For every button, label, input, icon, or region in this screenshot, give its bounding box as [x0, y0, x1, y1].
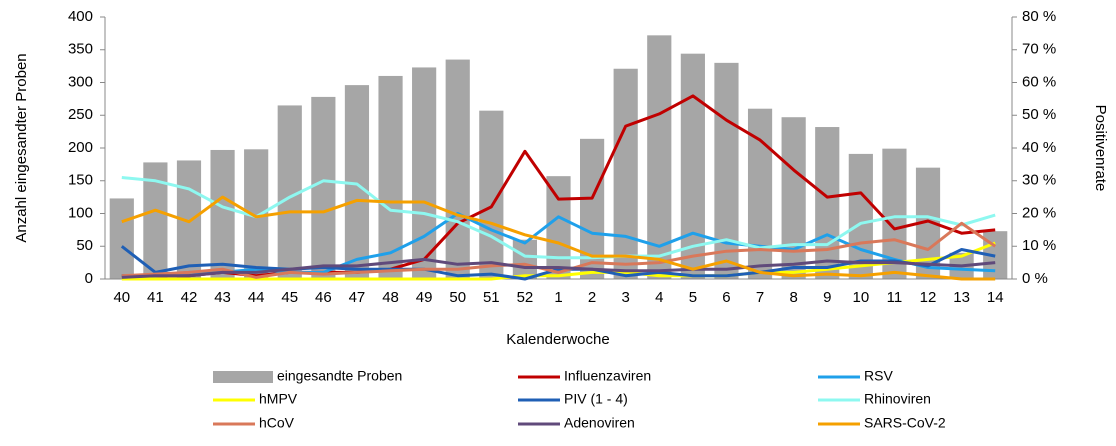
bar — [613, 68, 638, 280]
bar — [781, 117, 806, 279]
bar — [512, 239, 538, 279]
line — [121, 221, 997, 279]
bar — [647, 35, 672, 280]
y2-tick-label: 60 % — [1022, 73, 1056, 90]
y-tick-label: 0 — [85, 270, 93, 287]
bar — [546, 176, 571, 279]
y2-tick-label: 40 % — [1022, 139, 1056, 156]
legend-label: hMPV — [259, 391, 298, 407]
x-tick-label: 3 — [622, 289, 630, 306]
y-tick-label: 350 — [68, 41, 93, 58]
bar — [412, 67, 437, 279]
bar — [680, 53, 705, 280]
x-tick-label: 13 — [953, 289, 970, 306]
x-tick-label: 49 — [416, 289, 433, 306]
x-tick-label: 50 — [449, 289, 466, 306]
y2-tick-label: 50 % — [1022, 106, 1056, 123]
x-tick-label: 5 — [689, 289, 697, 306]
y2-tick-label: 10 % — [1022, 237, 1056, 254]
x-tick-label: 48 — [382, 289, 399, 306]
x-tick-label: 4 — [655, 289, 663, 306]
bar — [815, 127, 840, 279]
y-tick-label: 250 — [68, 106, 93, 123]
line — [121, 176, 996, 260]
legend-label: PIV (1 - 4) — [564, 391, 628, 407]
x-tick-label: 47 — [349, 289, 366, 306]
y2-tick-label: 0 % — [1022, 270, 1048, 287]
legend-label: RSV — [864, 368, 893, 384]
x-tick-label: 11 — [887, 289, 903, 306]
legend-label: Influenzaviren — [564, 368, 651, 384]
x-tick-label: 1 — [554, 289, 562, 306]
line — [121, 241, 996, 281]
line — [121, 195, 996, 281]
x-tick-label: 8 — [789, 289, 797, 306]
x-tick-label: 42 — [181, 289, 198, 306]
line — [121, 257, 996, 279]
bar — [848, 153, 873, 279]
bar — [378, 75, 403, 279]
x-tick-label: 9 — [823, 289, 831, 306]
legend-label: Adenoviren — [564, 415, 635, 431]
x-tick-label: 45 — [281, 289, 298, 306]
x-tick-label: 46 — [315, 289, 332, 306]
y-tick-label: 150 — [68, 172, 93, 189]
x-tick-label: 52 — [517, 289, 534, 306]
legend: eingesandte Proben Influenzaviren RSV hMPV P… — [213, 368, 946, 431]
x-axis-title: Kalenderwoche — [506, 331, 609, 348]
bar — [714, 62, 739, 279]
legend-label: SARS-CoV-2 — [864, 415, 946, 431]
bar — [109, 198, 134, 279]
y-axis-title: Anzahl eingesandter Proben — [13, 53, 30, 242]
y2-tick-label: 30 % — [1022, 172, 1056, 189]
x-tick-label: 44 — [248, 289, 265, 306]
x-tick-label: 6 — [722, 289, 730, 306]
x-tick-label: 41 — [147, 289, 164, 306]
y2-axis-title: Positivenrate — [1092, 105, 1109, 192]
bar — [311, 96, 336, 279]
x-tick-label: 43 — [214, 289, 231, 306]
y-tick-label: 50 — [76, 237, 93, 254]
legend-swatch — [213, 371, 273, 383]
bar — [210, 149, 235, 279]
y2-tick-label: 80 % — [1022, 8, 1056, 25]
legend-label: eingesandte Proben — [277, 368, 402, 384]
legend-label: Rhinoviren — [864, 391, 931, 407]
y2-tick-label: 70 % — [1022, 41, 1056, 58]
y-tick-label: 300 — [68, 73, 93, 90]
x-tick-label: 14 — [987, 289, 1004, 306]
x-tick-label: 10 — [852, 289, 869, 306]
bar — [445, 59, 470, 280]
legend-label: hCoV — [259, 415, 295, 431]
x-tick-label: 12 — [920, 289, 937, 306]
y-tick-label: 100 — [68, 204, 93, 221]
y2-tick-label: 20 % — [1022, 204, 1056, 221]
x-tick-label: 2 — [588, 289, 596, 306]
x-tick-label: 7 — [756, 289, 764, 306]
x-tick-label: 40 — [113, 289, 130, 306]
x-tick-label: 51 — [483, 289, 500, 306]
y-tick-label: 200 — [68, 139, 93, 156]
y-tick-label: 400 — [68, 8, 93, 25]
